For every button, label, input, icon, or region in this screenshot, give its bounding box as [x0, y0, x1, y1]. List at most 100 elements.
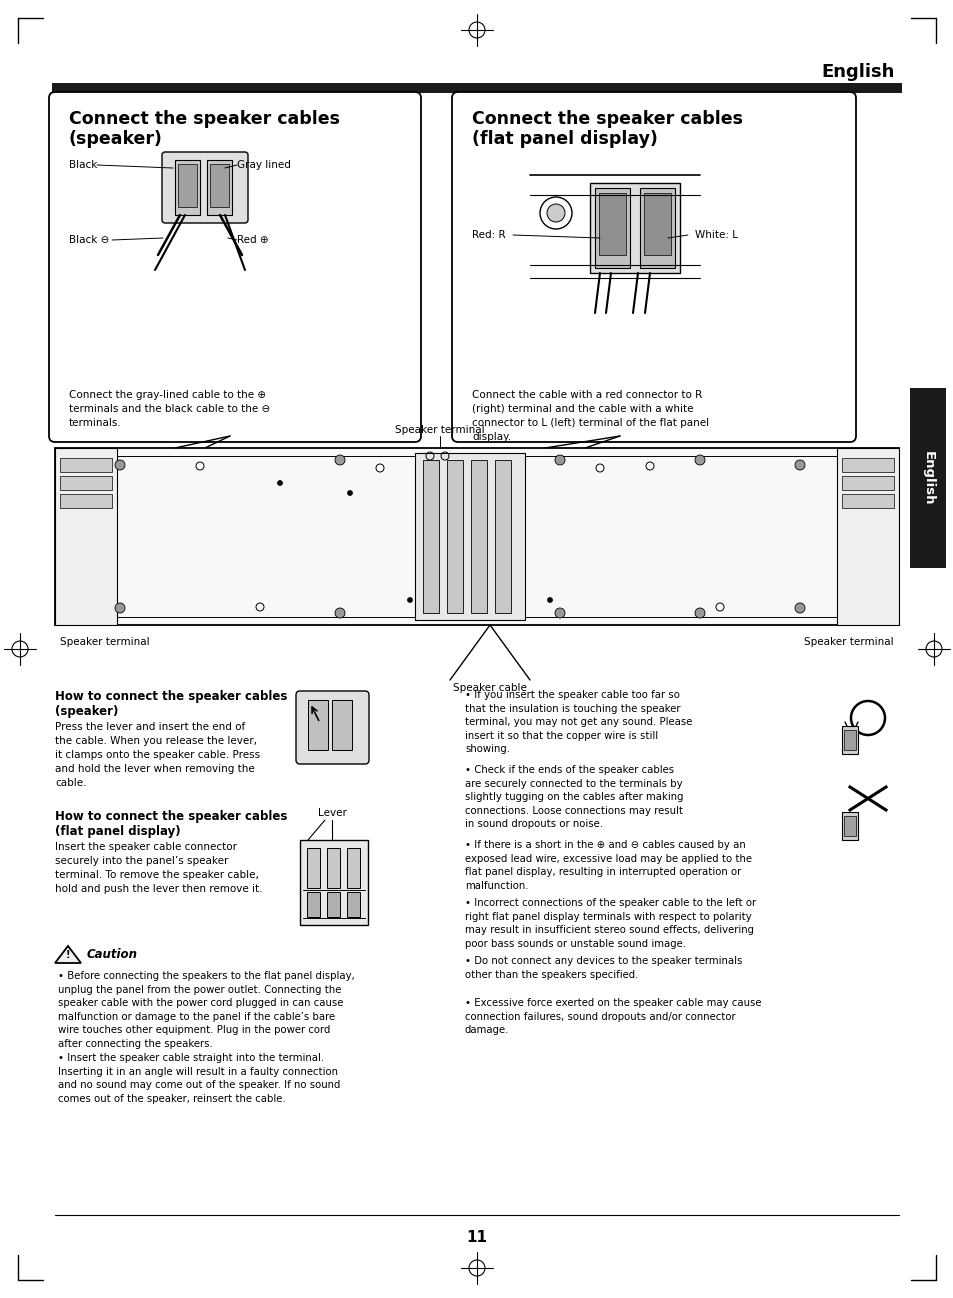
Bar: [639, 188, 675, 267]
Bar: [598, 193, 625, 254]
Text: • If there is a short in the ⊕ and ⊖ cables caused by an
exposed lead wire, exce: • If there is a short in the ⊕ and ⊖ cab…: [464, 840, 751, 890]
Bar: [841, 726, 857, 754]
Bar: [347, 848, 359, 888]
Bar: [210, 164, 229, 206]
Bar: [299, 840, 368, 925]
Bar: [174, 160, 200, 215]
Circle shape: [335, 607, 345, 618]
Bar: [471, 459, 486, 613]
Bar: [332, 700, 352, 750]
Text: (speaker): (speaker): [69, 130, 163, 148]
Bar: [841, 458, 893, 472]
Text: • Do not connect any devices to the speaker terminals
other than the speakers sp: • Do not connect any devices to the spea…: [464, 957, 741, 980]
Bar: [909, 388, 945, 569]
Circle shape: [407, 597, 412, 602]
Circle shape: [555, 607, 564, 618]
Bar: [92, 466, 105, 607]
Bar: [841, 495, 893, 508]
Text: English: English: [921, 450, 934, 505]
Text: • Before connecting the speakers to the flat panel display,
unplug the panel fro: • Before connecting the speakers to the …: [58, 971, 355, 1049]
Bar: [307, 892, 319, 916]
Bar: [643, 193, 670, 254]
Bar: [495, 459, 511, 613]
Text: English: English: [821, 64, 894, 80]
Text: Black: Black: [69, 160, 97, 170]
Circle shape: [347, 491, 352, 496]
Bar: [859, 459, 877, 613]
FancyBboxPatch shape: [162, 152, 248, 223]
Bar: [55, 448, 117, 626]
Bar: [90, 459, 108, 613]
Text: Connect the speaker cables: Connect the speaker cables: [472, 110, 742, 129]
Bar: [447, 459, 462, 613]
Bar: [595, 188, 629, 267]
Bar: [415, 453, 524, 620]
Bar: [843, 816, 855, 836]
FancyBboxPatch shape: [452, 92, 855, 443]
Bar: [837, 459, 855, 613]
Text: Red: R: Red: R: [472, 230, 505, 240]
Bar: [327, 892, 339, 916]
Bar: [207, 160, 232, 215]
Circle shape: [115, 604, 125, 613]
Text: !: !: [66, 950, 71, 961]
Text: White: L: White: L: [695, 230, 738, 240]
Bar: [308, 700, 328, 750]
Text: Caution: Caution: [87, 949, 138, 962]
Polygon shape: [55, 946, 81, 963]
Circle shape: [335, 456, 345, 465]
Bar: [60, 458, 112, 472]
Circle shape: [546, 204, 564, 222]
Bar: [55, 448, 898, 626]
FancyBboxPatch shape: [295, 691, 369, 765]
Bar: [178, 164, 196, 206]
Bar: [327, 848, 339, 888]
Text: Speaker cable: Speaker cable: [453, 683, 526, 693]
Circle shape: [794, 604, 804, 613]
Text: • If you insert the speaker cable too far so
that the insulation is touching the: • If you insert the speaker cable too fa…: [464, 691, 692, 754]
Text: Connect the speaker cables: Connect the speaker cables: [69, 110, 339, 129]
Text: How to connect the speaker cables: How to connect the speaker cables: [55, 691, 287, 704]
Circle shape: [695, 456, 704, 465]
Circle shape: [695, 607, 704, 618]
Text: • Check if the ends of the speaker cables
are securely connected to the terminal: • Check if the ends of the speaker cable…: [464, 765, 682, 829]
Circle shape: [555, 456, 564, 465]
Bar: [841, 813, 857, 840]
Text: Press the lever and insert the end of
the cable. When you release the lever,
it : Press the lever and insert the end of th…: [55, 722, 260, 788]
Circle shape: [539, 197, 572, 228]
Text: Speaker terminal: Speaker terminal: [395, 424, 484, 435]
Text: Black ⊖: Black ⊖: [69, 235, 110, 245]
Text: Speaker terminal: Speaker terminal: [803, 637, 893, 646]
Bar: [52, 83, 901, 93]
Circle shape: [115, 459, 125, 470]
Bar: [589, 183, 679, 273]
Text: (speaker): (speaker): [55, 705, 118, 718]
Bar: [71, 466, 83, 607]
FancyBboxPatch shape: [49, 92, 420, 443]
Circle shape: [277, 480, 282, 485]
Circle shape: [547, 597, 552, 602]
Text: 11: 11: [466, 1231, 487, 1245]
Bar: [68, 459, 86, 613]
Bar: [836, 448, 898, 626]
Text: Insert the speaker cable connector
securely into the panel’s speaker
terminal. T: Insert the speaker cable connector secur…: [55, 842, 262, 894]
Circle shape: [850, 701, 884, 735]
Text: • Incorrect connections of the speaker cable to the left or
right flat panel dis: • Incorrect connections of the speaker c…: [464, 898, 756, 949]
Text: Gray lined: Gray lined: [236, 160, 291, 170]
Bar: [307, 848, 319, 888]
Text: Lever: Lever: [317, 807, 346, 818]
Bar: [841, 476, 893, 491]
Bar: [60, 495, 112, 508]
Bar: [422, 459, 438, 613]
Text: How to connect the speaker cables: How to connect the speaker cables: [55, 810, 287, 823]
Text: Connect the cable with a red connector to R
(right) terminal and the cable with : Connect the cable with a red connector t…: [472, 389, 708, 443]
Text: • Excessive force exerted on the speaker cable may cause
connection failures, so: • Excessive force exerted on the speaker…: [464, 998, 760, 1036]
Text: Connect the gray-lined cable to the ⊕
terminals and the black cable to the ⊖
ter: Connect the gray-lined cable to the ⊕ te…: [69, 389, 270, 428]
Text: (flat panel display): (flat panel display): [472, 130, 658, 148]
Bar: [60, 476, 112, 491]
Bar: [843, 729, 855, 750]
Text: Speaker terminal: Speaker terminal: [60, 637, 150, 646]
Text: • Insert the speaker cable straight into the terminal.
Inserting it in an angle : • Insert the speaker cable straight into…: [58, 1053, 340, 1103]
Text: Red ⊕: Red ⊕: [236, 235, 269, 245]
Circle shape: [794, 459, 804, 470]
